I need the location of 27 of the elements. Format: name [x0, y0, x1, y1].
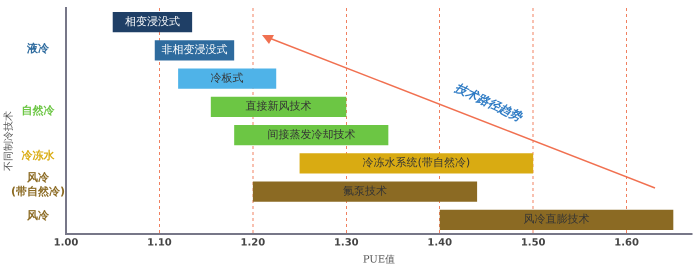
text: 冷冻水: [22, 148, 56, 162]
text: 风冷 (带自然冷): [10, 170, 66, 198]
y-axis-title: 不同制冷技术: [2, 111, 15, 171]
y-tick-label: 非相变浸没式: [161, 43, 228, 56]
text: 风冷: [26, 208, 50, 222]
y-tick-label: 间接蒸发冷却技术: [267, 128, 356, 141]
y-tick-label: 风冷直膨技术: [524, 212, 590, 226]
text: 自然冷: [22, 104, 56, 117]
y-tick-label: 冷冻水系统(带自然冷): [362, 156, 470, 170]
bar: [252, 181, 478, 202]
bar: [300, 153, 534, 174]
bar: [440, 210, 674, 230]
x-tick-label: 1.10: [147, 238, 172, 249]
x-tick-label: 1.40: [427, 238, 452, 249]
y-tick-label: 氟泵技术: [342, 184, 387, 198]
x-tick-label: 1.50: [520, 238, 546, 249]
x-tick-label: 1.00: [54, 238, 78, 249]
y-tick-label: 相变浸没式: [124, 14, 180, 28]
text: 液冷: [26, 42, 50, 55]
x-tick-label: 1.30: [334, 238, 359, 249]
x-axis-title: PUE值: [362, 254, 396, 266]
y-tick-label: 直接新风技术: [246, 100, 312, 113]
x-tick-label: 1.20: [240, 238, 266, 249]
x-tick-label: 1.60: [614, 238, 639, 249]
y-tick-label: 冷板式: [210, 71, 244, 84]
bar: [178, 68, 276, 89]
annotation: 技术路径趋势: [452, 80, 526, 125]
